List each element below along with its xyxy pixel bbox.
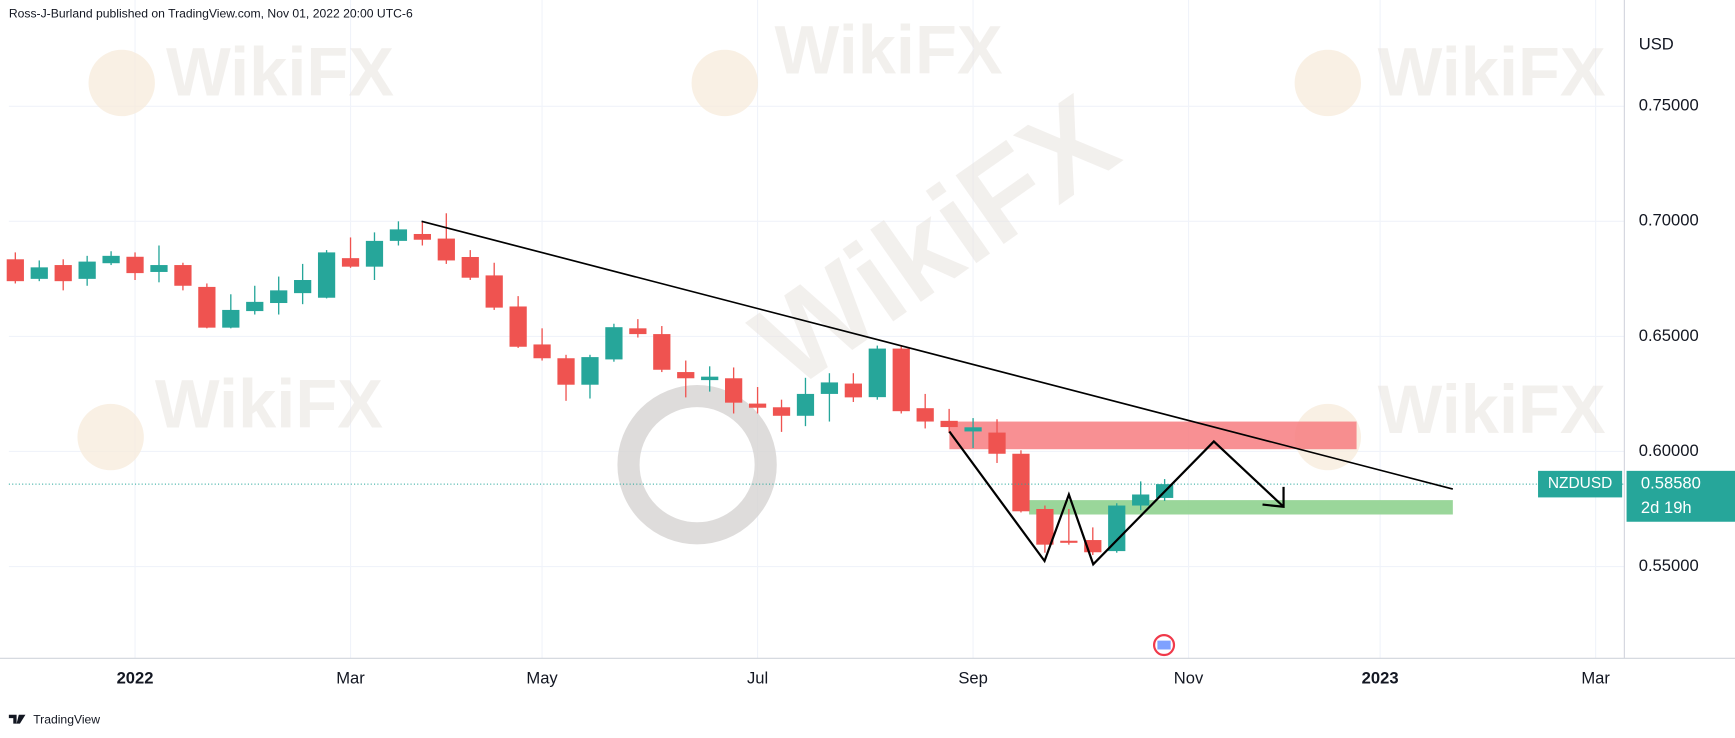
candle-body <box>30 267 48 279</box>
x-tick-label: Mar <box>1581 669 1610 688</box>
symbol-label: NZDUSD <box>1548 475 1613 492</box>
candle-body <box>341 258 360 267</box>
watermark-logo <box>1294 49 1362 117</box>
y-tick-label: 0.55000 <box>1639 556 1699 575</box>
y-tick-label: 0.65000 <box>1639 326 1699 345</box>
watermark-logo <box>617 385 777 545</box>
x-tick-label: 2023 <box>1362 669 1399 688</box>
candle-body <box>844 383 862 398</box>
arrow-head <box>1262 486 1285 508</box>
candle-body <box>916 408 934 422</box>
candle-body <box>940 420 958 428</box>
y-tick-label: 0.75000 <box>1639 96 1699 115</box>
watermark: WikiFX <box>1378 34 1606 111</box>
x-tick-label: May <box>526 669 558 688</box>
candle-body <box>78 261 96 279</box>
y-tick-label: 0.60000 <box>1639 441 1699 460</box>
candle-body <box>246 301 264 312</box>
candle-body <box>509 306 527 347</box>
candle-body <box>820 382 839 394</box>
candle-body <box>461 256 479 278</box>
x-tick-label: Jul <box>747 669 768 688</box>
candle-body <box>581 357 599 385</box>
event-icon <box>1152 633 1176 657</box>
grid <box>8 0 1625 659</box>
watermark: WikiFX <box>155 366 383 443</box>
candle-body <box>1108 505 1126 552</box>
trend-line <box>421 220 1454 490</box>
labels: 0.55000 0.60000 0.65000 0.70000 0.75000 2022 M… <box>117 96 1735 688</box>
candle-body <box>1036 508 1054 545</box>
candle-body <box>126 256 144 274</box>
candle-body <box>772 407 791 416</box>
candle-body <box>868 348 886 398</box>
candle-body <box>6 259 24 282</box>
last-price-label: 0.58580 <box>1641 474 1701 493</box>
candle-body <box>413 233 431 240</box>
countdown-label: 2d 19h <box>1641 498 1692 517</box>
price-box <box>1626 470 1735 522</box>
candle-body <box>748 403 767 408</box>
candle-body <box>725 378 743 403</box>
x-tick-label: Sep <box>958 669 988 688</box>
candle-body <box>701 376 719 381</box>
candle-body <box>1060 540 1078 543</box>
resistance-zone <box>949 421 1357 450</box>
candle-body <box>389 229 408 241</box>
watermark: WikiFX <box>1378 371 1606 448</box>
annotations <box>949 421 1453 515</box>
candle-body <box>198 286 216 328</box>
x-tick-label: 2022 <box>117 669 154 688</box>
support-zone <box>1029 500 1453 515</box>
candle-body <box>150 265 168 272</box>
candle-body <box>317 252 336 298</box>
candle-body <box>653 334 671 370</box>
x-tick-label: Mar <box>336 669 365 688</box>
candles <box>6 213 1625 556</box>
candle-body <box>796 393 815 416</box>
candle-body <box>365 240 384 267</box>
x-tick-label: Nov <box>1174 669 1204 688</box>
candle-body <box>988 432 1006 454</box>
candle-body <box>294 280 312 294</box>
candle-body <box>629 328 647 335</box>
flag-icon-body <box>1157 640 1171 650</box>
candle-body <box>1132 494 1150 506</box>
watermark: WikiFX <box>775 11 1003 88</box>
candle-body <box>1012 453 1030 512</box>
candle-body <box>892 348 910 412</box>
watermark-logo <box>691 49 758 117</box>
candle-body <box>437 238 455 261</box>
candle-body <box>485 275 503 308</box>
publisher: Ross-J-Burland published on TradingView.… <box>9 7 413 21</box>
candle-body <box>222 309 240 328</box>
watermark-logo <box>77 403 144 471</box>
candle-body <box>174 265 192 286</box>
candle-body <box>964 427 982 432</box>
candle-body <box>605 327 623 360</box>
candle-body <box>533 344 551 359</box>
candle-body <box>102 255 120 264</box>
candle-body <box>270 290 288 304</box>
candle-body <box>557 358 575 385</box>
currency: USD <box>1639 35 1674 54</box>
watermark: WikiFX <box>166 34 394 111</box>
pattern-path <box>948 430 1285 567</box>
annotations-lines <box>421 220 1454 567</box>
candle-body <box>677 372 695 379</box>
candle-body <box>54 265 72 282</box>
y-tick-label: 0.70000 <box>1639 211 1699 230</box>
watermark-logo <box>88 49 155 117</box>
footer: TradingView <box>33 713 100 727</box>
symbol-box <box>1538 470 1623 498</box>
